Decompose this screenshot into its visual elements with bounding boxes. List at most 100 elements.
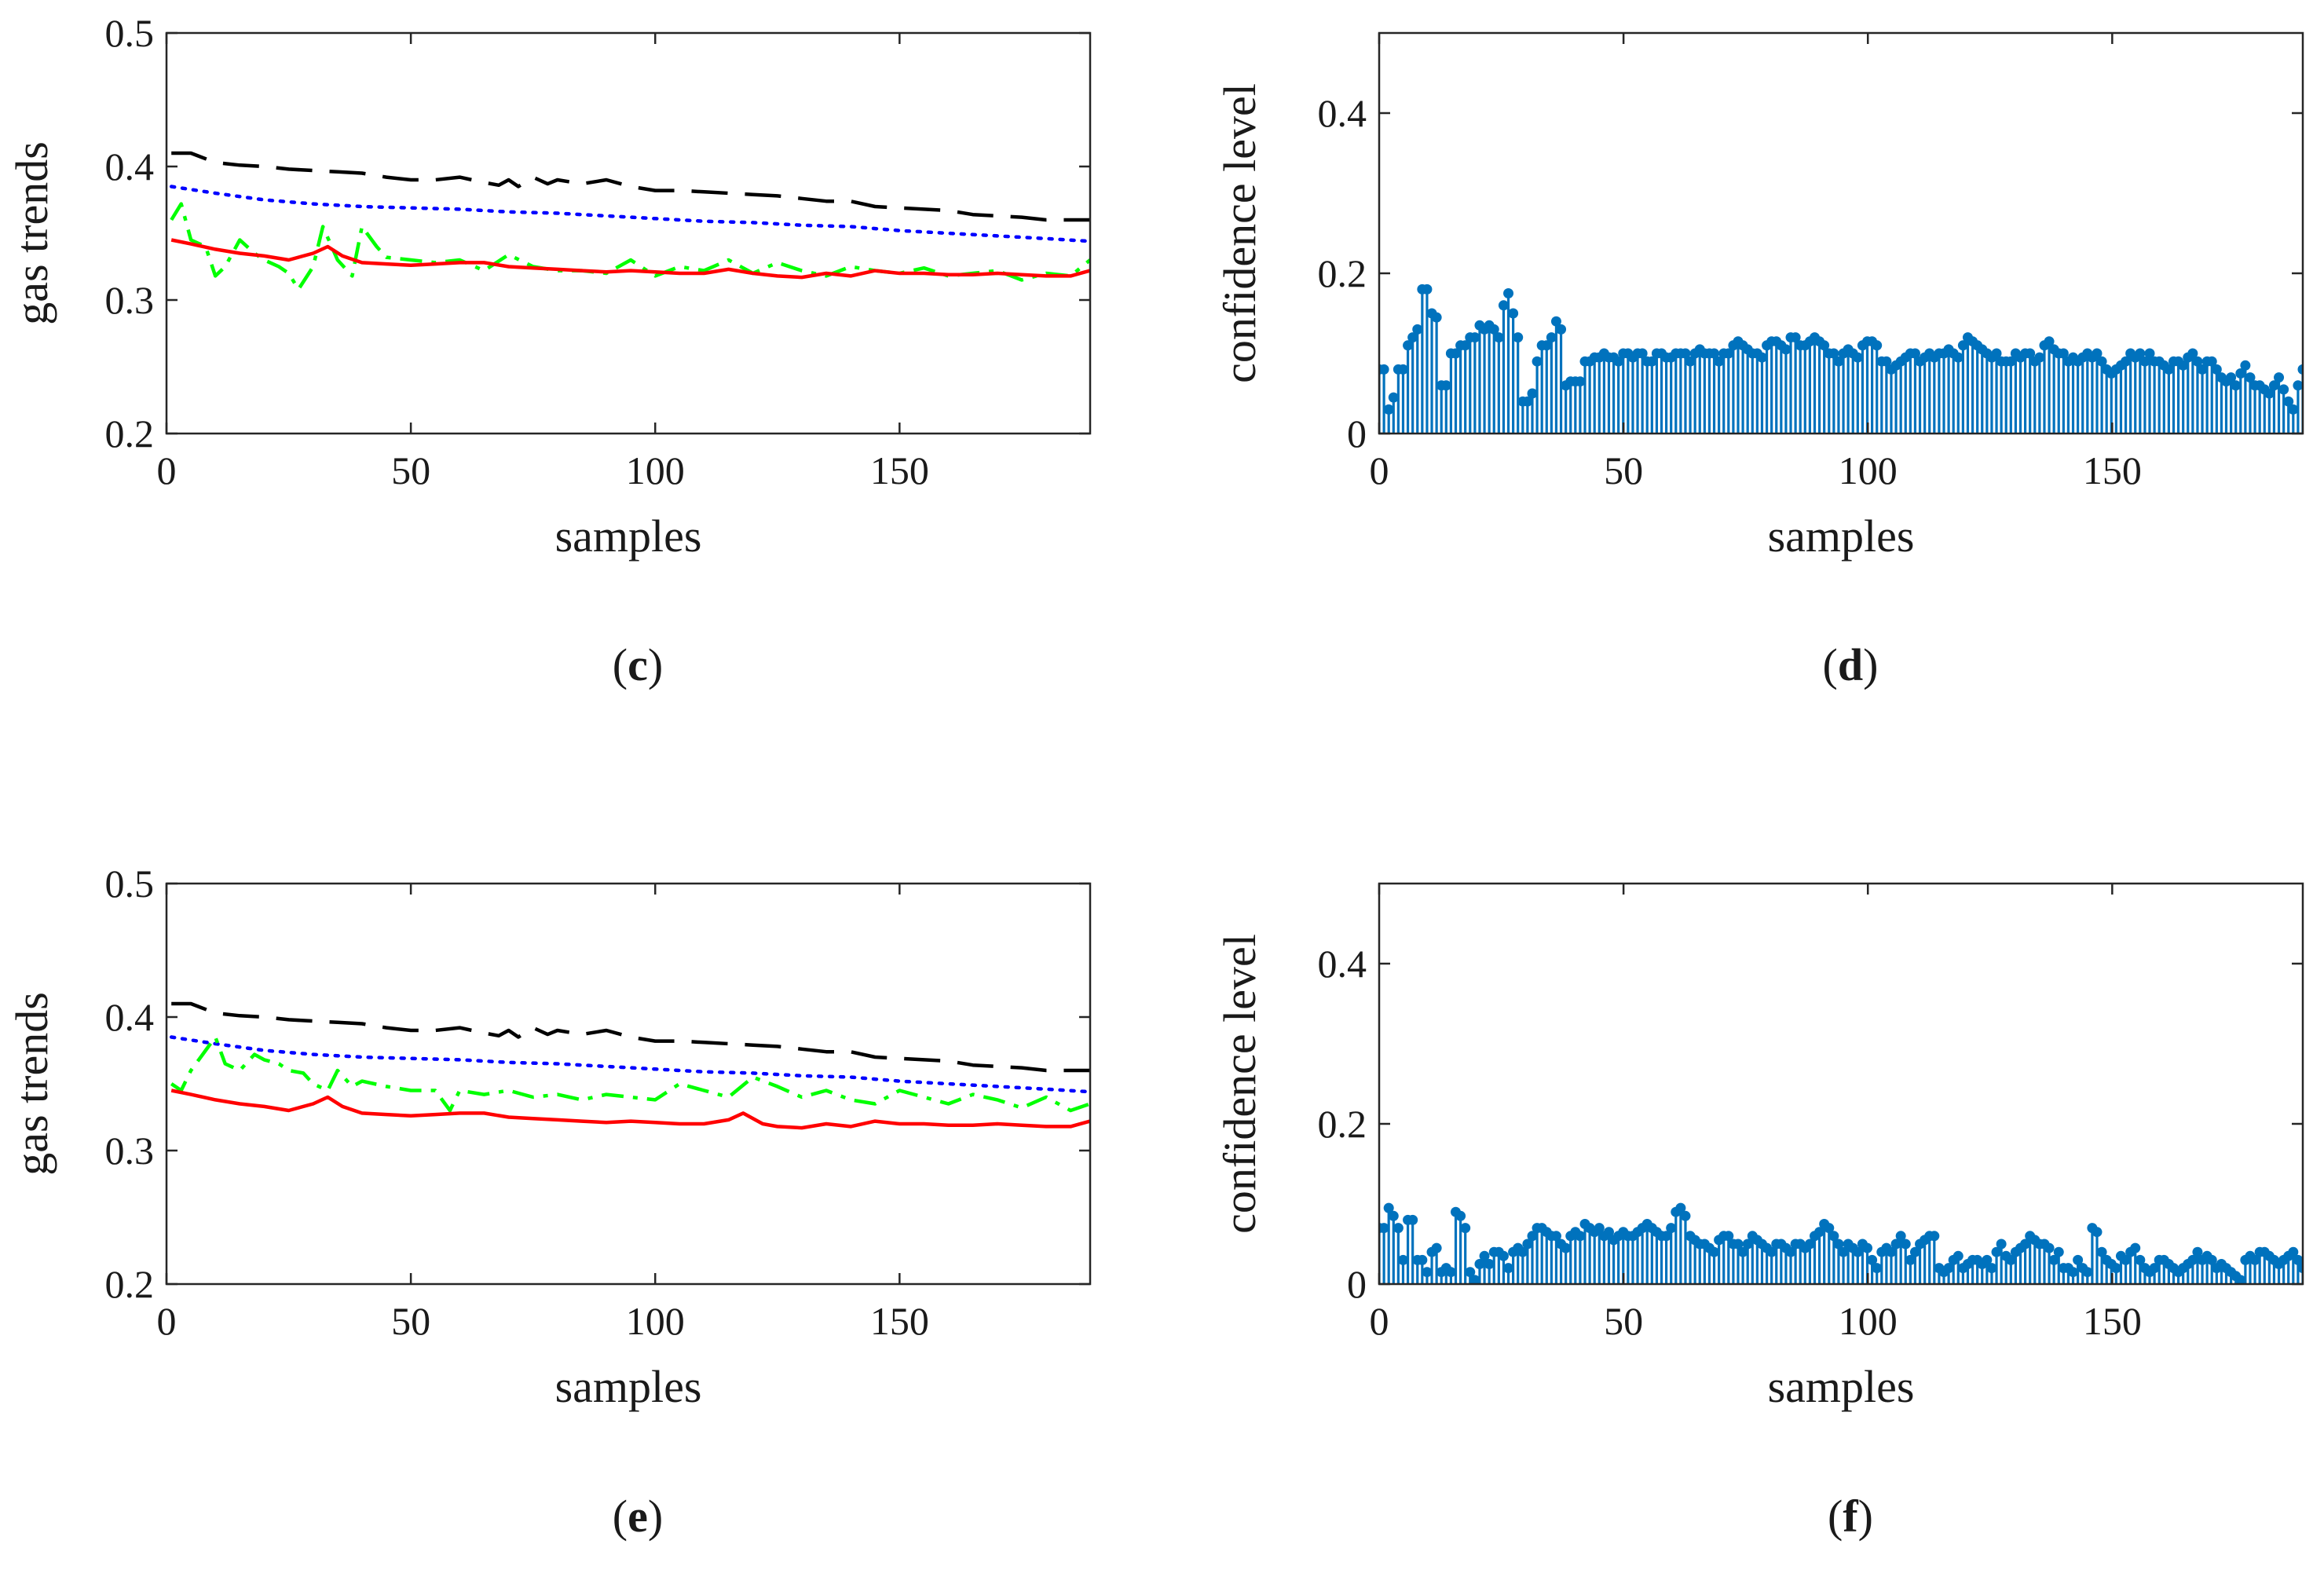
stem-marker bbox=[1881, 356, 1892, 367]
stem-marker bbox=[2082, 1267, 2093, 1278]
stem-marker bbox=[2283, 396, 2294, 407]
panel-e: 0 50 100 150 0.2 0.3 0.4 0.5 samples gas trends (e… bbox=[6, 862, 1092, 1542]
stem-marker bbox=[1737, 1246, 1748, 1257]
panel-letter: f bbox=[1843, 1491, 1858, 1542]
series-line-dotted bbox=[169, 1035, 1090, 1094]
stem-marker bbox=[2058, 348, 2069, 359]
stem-marker bbox=[1872, 340, 1883, 351]
stem-marker bbox=[1493, 332, 1504, 343]
x-axis-label: samples bbox=[1768, 1361, 1915, 1412]
stem-marker bbox=[1455, 1210, 1466, 1221]
x-tick-label: 0 bbox=[157, 1299, 177, 1343]
stem-marker bbox=[2268, 380, 2279, 391]
stem-marker bbox=[1819, 340, 1830, 351]
stem-marker bbox=[1527, 388, 1538, 399]
stem-marker bbox=[1532, 356, 1543, 367]
stem-marker bbox=[1872, 1263, 1883, 1274]
stem-marker bbox=[1781, 344, 1791, 355]
stem-marker bbox=[2073, 1254, 2084, 1265]
axes-frame bbox=[1378, 31, 2304, 435]
y-tick-label: 0.2 bbox=[1318, 1102, 1367, 1146]
stem-marker bbox=[1393, 1223, 1404, 1234]
series-line-solid bbox=[170, 1089, 1090, 1130]
stem-marker bbox=[1785, 1246, 1796, 1257]
y-axis-label: gas trends bbox=[6, 992, 57, 1176]
stem-marker bbox=[1469, 332, 1480, 343]
stem-marker bbox=[1527, 1231, 1538, 1242]
stem-marker bbox=[1594, 1223, 1605, 1234]
stem-marker bbox=[2206, 1254, 2217, 1265]
stem-marker bbox=[1397, 364, 1408, 375]
stem-marker bbox=[2044, 1242, 2055, 1253]
y-tick-label: 0.2 bbox=[1318, 251, 1367, 295]
stem-marker bbox=[1498, 300, 1509, 311]
plot-area-d bbox=[1379, 284, 2303, 434]
stem-marker bbox=[2053, 1246, 2064, 1257]
stem-marker bbox=[1646, 356, 1657, 367]
stem-marker bbox=[2187, 348, 2198, 359]
stem-marker bbox=[1407, 332, 1418, 343]
stem-marker bbox=[2130, 1242, 2141, 1253]
stem-marker bbox=[1388, 1210, 1399, 1221]
stem-marker bbox=[1909, 348, 1920, 359]
stem-marker bbox=[1666, 1223, 1677, 1234]
stem-marker bbox=[1503, 1263, 1514, 1274]
stem-marker bbox=[1503, 288, 1514, 298]
stem-marker bbox=[2192, 356, 2203, 367]
stem-marker bbox=[2278, 384, 2289, 395]
stem-marker bbox=[1498, 1250, 1509, 1261]
stem-marker bbox=[1522, 1239, 1533, 1250]
stem-marker bbox=[1890, 1239, 1901, 1250]
series-line-dotted bbox=[169, 185, 1090, 243]
y-tick-label: 0.4 bbox=[105, 995, 155, 1039]
y-tick-label: 0.4 bbox=[105, 145, 155, 188]
x-tick-label: 50 bbox=[391, 448, 430, 492]
stem-marker bbox=[1517, 1246, 1528, 1257]
stem-marker bbox=[2235, 368, 2246, 379]
stem-marker bbox=[1828, 348, 1839, 359]
stem-marker bbox=[2211, 364, 2222, 375]
stem-marker bbox=[2288, 1246, 2299, 1257]
stem-marker bbox=[2178, 360, 2189, 371]
stem-marker bbox=[1379, 1223, 1389, 1234]
y-tick-label: 0.2 bbox=[105, 412, 155, 456]
stem-marker bbox=[2005, 1254, 2016, 1265]
panel-label: (c) bbox=[613, 639, 663, 690]
stem-marker bbox=[2240, 360, 2251, 371]
y-tick-label: 0.3 bbox=[105, 278, 155, 322]
x-tick-label: 0 bbox=[1370, 1299, 1389, 1343]
axes-frame bbox=[165, 882, 1092, 1286]
stem-marker bbox=[1508, 308, 1519, 319]
stem-marker bbox=[1723, 348, 1734, 359]
stem-marker bbox=[2197, 364, 2208, 375]
axes-frame bbox=[1378, 882, 2304, 1286]
stem-marker bbox=[2005, 356, 2016, 367]
stem-marker bbox=[1460, 1223, 1471, 1234]
stem-marker bbox=[1991, 1246, 2002, 1257]
stem-marker bbox=[1575, 1231, 1586, 1242]
panel-label: (f) bbox=[1828, 1491, 1873, 1542]
stem-marker bbox=[2264, 388, 2275, 399]
stem-marker bbox=[2020, 1239, 2031, 1250]
stem-marker bbox=[1838, 1246, 1849, 1257]
stem-marker bbox=[2096, 356, 2107, 367]
stem-marker bbox=[1733, 1239, 1744, 1250]
stem-marker bbox=[2044, 336, 2055, 347]
stem-marker bbox=[1852, 352, 1863, 363]
stem-marker bbox=[1550, 316, 1561, 327]
stem-marker bbox=[1561, 1242, 1572, 1253]
stem-marker bbox=[1991, 348, 2002, 359]
stem-marker bbox=[1445, 1267, 1456, 1278]
x-tick-label: 100 bbox=[626, 1299, 685, 1343]
series-line-dashdot bbox=[170, 1035, 1090, 1113]
y-tick-label: 0 bbox=[1347, 412, 1367, 456]
x-tick-label: 150 bbox=[2083, 1299, 2142, 1343]
stem-marker bbox=[2274, 372, 2285, 383]
stem-marker bbox=[1431, 312, 1442, 323]
stem-marker bbox=[1522, 396, 1533, 407]
series-line-solid bbox=[170, 238, 1090, 280]
stem-marker bbox=[1513, 332, 1524, 343]
y-axis-label: gas trends bbox=[6, 141, 57, 325]
panel-letter: c bbox=[628, 639, 648, 690]
stem-marker bbox=[1996, 1239, 2007, 1250]
